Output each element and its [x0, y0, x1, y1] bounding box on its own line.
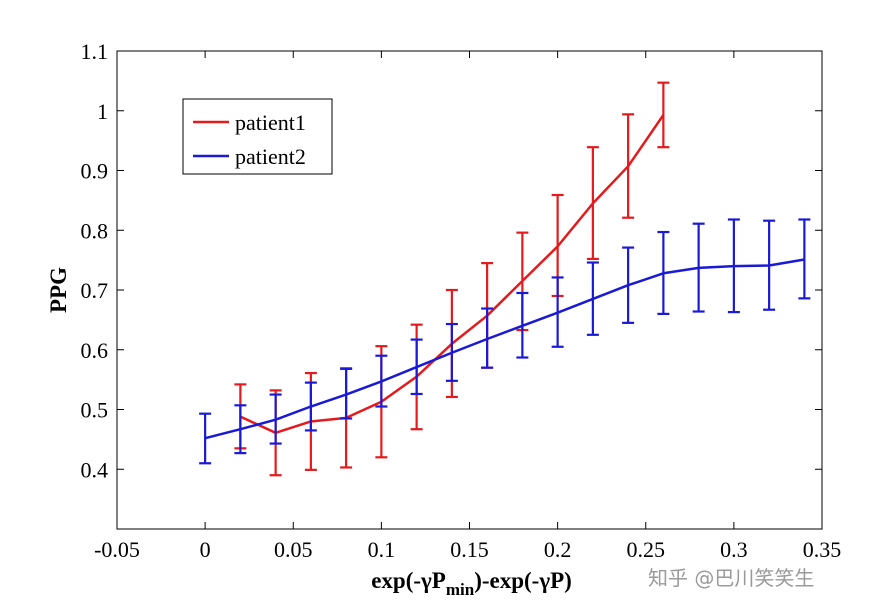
legend-box: [182, 98, 333, 175]
y-tick-label: 0.4: [81, 457, 109, 482]
y-tick-label: 0.9: [81, 159, 109, 184]
legend-label-patient1: patient1: [235, 110, 306, 135]
axes: -0.05 0 0.05 0.1 0.15 0.2 0.25 0.3 0.35 0.4 0.5 0.6…: [81, 39, 842, 562]
series-layer: [199, 81, 811, 477]
y-tick-label: 0.8: [81, 218, 109, 243]
y-tick-label: 0.7: [81, 278, 109, 303]
x-tick-label: 0.1: [368, 537, 396, 562]
x-axis-title-subscript: min: [446, 580, 475, 599]
x-tick-label: 0.3: [720, 537, 748, 562]
x-axis-title-suffix: )-exp(-γP): [474, 568, 572, 593]
x-tick-label: -0.05: [94, 537, 140, 562]
legend-label-patient2: patient2: [235, 144, 306, 169]
y-tick-label: 0.6: [81, 338, 109, 363]
line-patient2: [204, 258, 805, 440]
x-tick-label: 0.25: [627, 537, 666, 562]
error-bar-patient2: [798, 218, 811, 300]
error-bar-patient1: [657, 81, 670, 149]
x-tick-label: 0: [200, 537, 211, 562]
error-bar-patient2: [199, 412, 212, 465]
x-tick-label: 0.2: [544, 537, 572, 562]
y-axis-title: PPG: [46, 267, 71, 313]
y-tick-label: 1.1: [81, 39, 109, 64]
y-tick-label: 0.5: [81, 398, 109, 423]
series-patient2: [199, 218, 811, 465]
legend: patient1 patient2: [182, 98, 333, 175]
watermark: 知乎 @巴川笑笑生: [648, 566, 814, 590]
x-tick-label: 0.35: [803, 537, 842, 562]
x-tick-label: 0.05: [274, 537, 313, 562]
y-tick-label: 1: [97, 99, 108, 124]
x-axis-title-prefix: exp(-γP: [371, 568, 446, 593]
x-tick-label: 0.15: [450, 537, 489, 562]
x-axis-title: exp(-γPmin)-exp(-γP): [371, 568, 572, 599]
